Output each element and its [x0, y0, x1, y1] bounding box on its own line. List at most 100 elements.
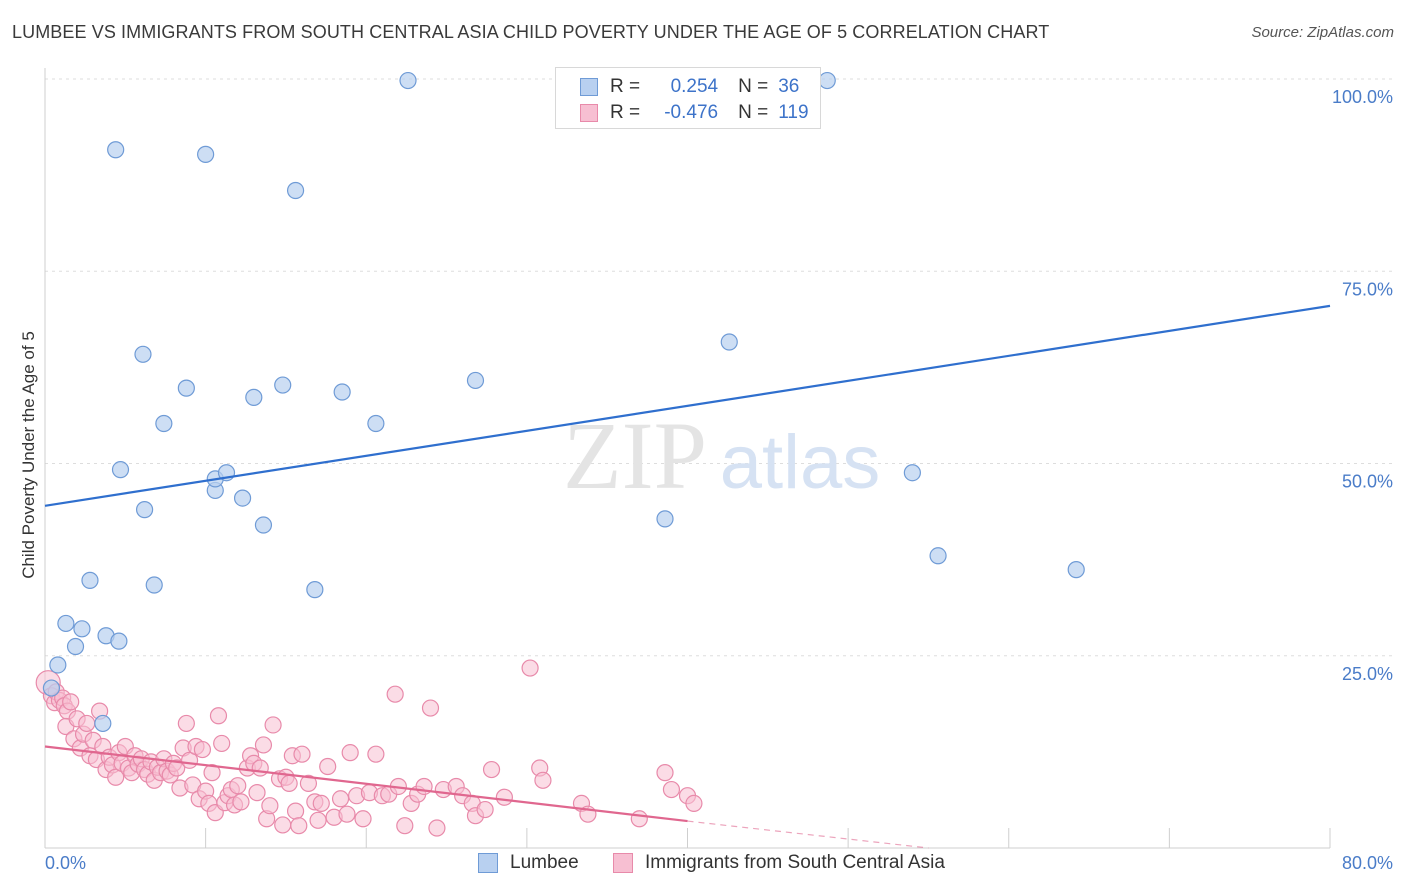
legend-n-label-immigrants: N = [738, 102, 769, 123]
lumbee-point [286, 181, 305, 200]
immigrants-points [35, 659, 703, 837]
immigrants-point [280, 774, 298, 793]
lumbee-point [399, 71, 417, 90]
watermark: ZIP atlas [563, 402, 880, 509]
axes [44, 68, 1331, 849]
immigrants-point [177, 714, 195, 733]
immigrants-point [521, 659, 539, 677]
legend-n-label-lumbee: N = [738, 76, 769, 97]
lumbee-point [818, 71, 836, 90]
immigrants-point [495, 788, 513, 806]
lumbee-point [466, 371, 485, 390]
immigrants-point [232, 793, 250, 811]
legend-r-label-immigrants: R = [610, 102, 641, 123]
immigrants-point [290, 817, 308, 835]
y-axis-label: Child Poverty Under the Age of 5 [19, 331, 38, 579]
immigrants-point [386, 685, 404, 703]
lumbee-point [333, 383, 351, 401]
lumbee-point [1067, 561, 1085, 579]
lumbee-point [656, 510, 674, 528]
x-tick-label-0: 0.0% [45, 853, 86, 873]
immigrants-point [396, 817, 414, 835]
y-tick-label-50: 50.0% [1342, 472, 1393, 492]
immigrants-point [248, 784, 266, 802]
immigrants-point [78, 714, 96, 733]
lumbee-point [367, 414, 385, 433]
immigrants-point [685, 794, 703, 812]
chart-title: LUMBEE VS IMMIGRANTS FROM SOUTH CENTRAL … [12, 22, 1050, 42]
lumbee-point [107, 141, 125, 159]
lumbee-point [155, 414, 173, 433]
legend-r-label-lumbee: R = [610, 76, 641, 97]
lumbee-point [254, 516, 273, 534]
lumbee-point [111, 461, 130, 479]
lumbee-point [274, 376, 292, 394]
lumbee-point [73, 620, 91, 638]
y-tick-label-25: 25.0% [1342, 664, 1393, 684]
legend-row-immigrants: R = -0.476 N = 119 [580, 101, 809, 125]
lumbee-point [110, 632, 128, 650]
immigrants-point [213, 734, 231, 753]
immigrants-point [482, 760, 501, 779]
lumbee-point [929, 547, 947, 565]
immigrants-point [331, 790, 350, 808]
lumbee-point [81, 571, 99, 589]
y-tick-label-100: 100.0% [1332, 87, 1393, 107]
lumbee-point [49, 656, 67, 674]
lumbee-points [42, 71, 1085, 733]
immigrants-point [203, 764, 221, 782]
immigrants-point [107, 768, 125, 786]
immigrants-point [656, 764, 674, 782]
immigrants-point [338, 805, 356, 823]
immigrants-point [209, 707, 228, 725]
lumbee-legend-swatch [478, 853, 498, 873]
immigrants-point [319, 757, 337, 776]
legend-n-value-lumbee: 36 [778, 76, 800, 97]
immigrants-swatch [580, 104, 598, 122]
immigrants-point [261, 797, 279, 815]
immigrants-point [299, 774, 318, 793]
lumbee-swatch [580, 78, 598, 96]
legend-n-value-immigrants: 119 [778, 102, 809, 123]
immigrants-legend-swatch [613, 853, 633, 873]
lumbee-point [197, 145, 215, 163]
trend-lines [44, 304, 1331, 849]
immigrants-point [428, 819, 446, 837]
immigrants-point [341, 744, 359, 762]
lumbee-point [903, 464, 921, 482]
immigrants-point [229, 777, 247, 795]
lumbee-point [145, 576, 163, 594]
lumbee-point [134, 345, 152, 363]
series-legend-immigrants[interactable]: Immigrants from South Central Asia [613, 852, 945, 874]
lumbee-point [177, 379, 195, 397]
immigrants-legend-label: Immigrants from South Central Asia [645, 852, 945, 873]
lumbee-point [720, 333, 738, 351]
correlation-legend: R = 0.254 N = 36 R = -0.476 N = 119 [555, 67, 821, 129]
immigrants-point [62, 693, 80, 711]
immigrants-point [367, 745, 385, 763]
legend-r-value-lumbee: 0.254 [670, 76, 719, 97]
watermark-zip: ZIP [563, 402, 707, 509]
immigrants-point [630, 810, 648, 828]
legend-row-lumbee: R = 0.254 N = 36 [580, 75, 799, 99]
immigrants-trend-extension [687, 820, 929, 849]
lumbee-point [57, 614, 75, 633]
lumbee-trend-line [44, 304, 1331, 507]
immigrants-trend-line [44, 745, 688, 823]
grid-lines [45, 78, 1392, 657]
immigrants-point [168, 759, 186, 777]
immigrants-point [193, 740, 212, 759]
y-tick-label-75: 75.0% [1342, 279, 1393, 299]
watermark-atlas: atlas [720, 420, 881, 505]
series-legend-lumbee[interactable]: Lumbee [478, 852, 579, 874]
source-credit: Source: ZipAtlas.com [1251, 24, 1394, 41]
immigrants-point [293, 745, 311, 763]
lumbee-point [42, 679, 61, 697]
immigrants-point [254, 736, 273, 754]
lumbee-point [306, 581, 324, 599]
immigrants-point [251, 759, 269, 777]
legend-r-value-immigrants: -0.476 [664, 102, 719, 123]
immigrants-point [286, 802, 305, 820]
immigrants-point [476, 800, 494, 819]
